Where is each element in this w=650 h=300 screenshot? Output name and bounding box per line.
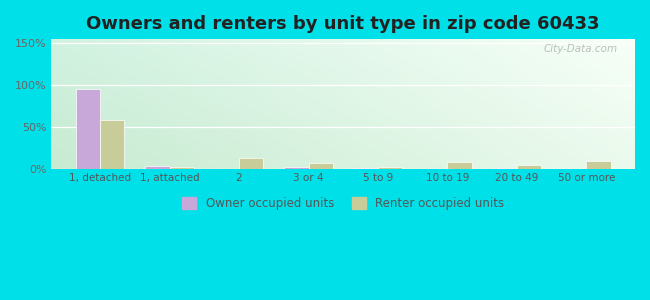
Legend: Owner occupied units, Renter occupied units: Owner occupied units, Renter occupied un…: [177, 192, 509, 214]
Bar: [309, 164, 333, 169]
Bar: [447, 162, 472, 169]
Bar: [100, 120, 124, 169]
Bar: [284, 167, 309, 169]
Text: City-Data.com: City-Data.com: [543, 44, 618, 54]
Bar: [354, 168, 378, 169]
Title: Owners and renters by unit type in zip code 60433: Owners and renters by unit type in zip c…: [86, 15, 600, 33]
Bar: [170, 167, 194, 169]
Bar: [145, 166, 170, 169]
Bar: [586, 161, 611, 169]
Bar: [76, 89, 100, 169]
Bar: [239, 158, 263, 169]
Bar: [378, 167, 402, 169]
Bar: [517, 165, 541, 169]
Bar: [493, 168, 517, 169]
